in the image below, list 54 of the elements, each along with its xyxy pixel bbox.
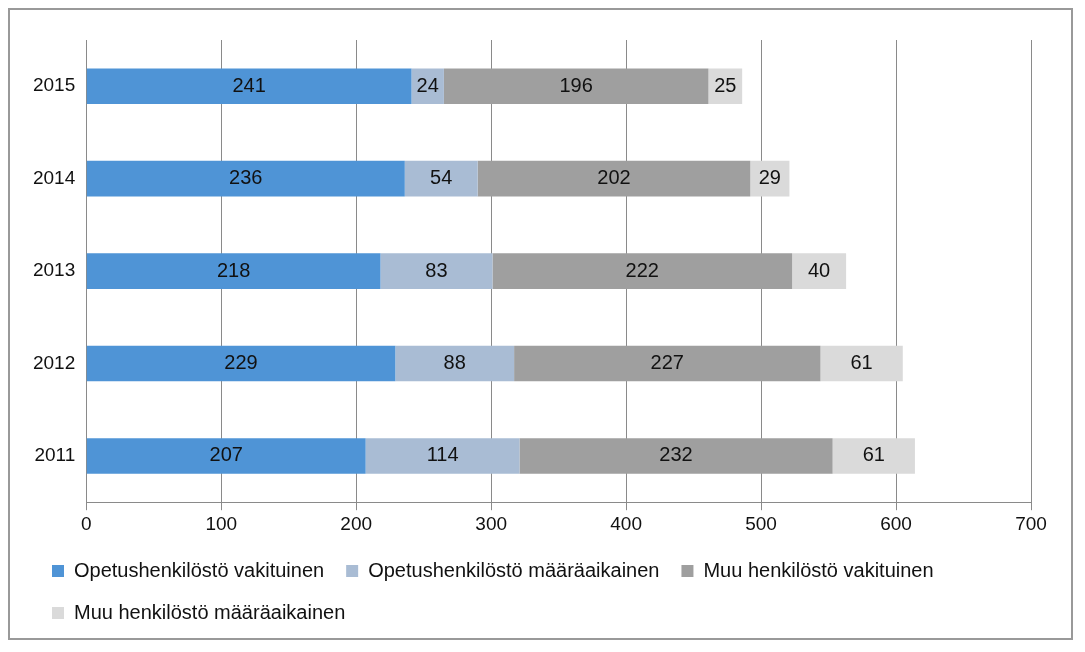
- data-label: 54: [430, 166, 453, 189]
- x-tick-label: 600: [880, 512, 912, 534]
- bar: [86, 345, 396, 382]
- bar: [365, 438, 520, 474]
- bar: [492, 253, 793, 289]
- legend-label: Opetushenkilöstö määräaikainen: [368, 558, 660, 581]
- bar: [404, 160, 478, 197]
- data-label: 196: [559, 73, 593, 96]
- y-tick-label: 2011: [34, 444, 76, 466]
- data-label: 232: [659, 443, 693, 466]
- legend-label: Muu henkilöstö määräaikainen: [74, 600, 346, 623]
- bar: [792, 253, 847, 289]
- bar: [832, 438, 915, 474]
- data-label: 24: [416, 73, 439, 96]
- x-tick-label: 400: [610, 512, 642, 534]
- bar: [395, 345, 515, 382]
- bar: [380, 253, 493, 289]
- data-label: 218: [216, 258, 251, 281]
- data-label: 25: [714, 73, 737, 96]
- bar: [477, 160, 751, 197]
- x-tick-label: 300: [475, 512, 507, 534]
- bar: [86, 438, 366, 474]
- x-tick-label: 100: [205, 512, 238, 534]
- y-tick-label: 2013: [32, 259, 76, 281]
- y-tick-label: 2012: [32, 351, 76, 373]
- x-tick-label: 0: [80, 512, 92, 534]
- bar: [519, 438, 833, 474]
- data-label: 88: [443, 351, 466, 374]
- x-tick-label: 500: [745, 512, 777, 534]
- data-label: 202: [597, 166, 631, 189]
- data-label: 114: [426, 443, 459, 466]
- bar: [443, 68, 709, 105]
- data-label: 236: [229, 166, 263, 189]
- data-label: 61: [850, 351, 873, 374]
- x-tick-label: 200: [340, 512, 373, 534]
- legend-label: Muu henkilöstö vakituinen: [703, 558, 934, 581]
- data-label: 207: [209, 443, 243, 466]
- legend-label: Opetushenkilöstö vakituinen: [74, 558, 325, 581]
- y-tick-label: 2014: [32, 166, 76, 188]
- data-label: 61: [862, 443, 885, 466]
- bar: [86, 253, 381, 289]
- bar: [514, 345, 821, 382]
- data-label: 222: [625, 258, 659, 281]
- y-tick-label: 2015: [32, 74, 76, 96]
- data-label: 29: [758, 166, 781, 189]
- data-label: 241: [232, 73, 266, 96]
- data-label: 229: [224, 351, 258, 374]
- bar: [86, 68, 412, 105]
- data-label: 83: [425, 258, 448, 281]
- bar: [86, 160, 405, 197]
- x-tick-label: 700: [1015, 512, 1047, 534]
- data-label: 40: [807, 258, 831, 281]
- bar: [820, 345, 903, 382]
- data-label: 227: [650, 351, 684, 374]
